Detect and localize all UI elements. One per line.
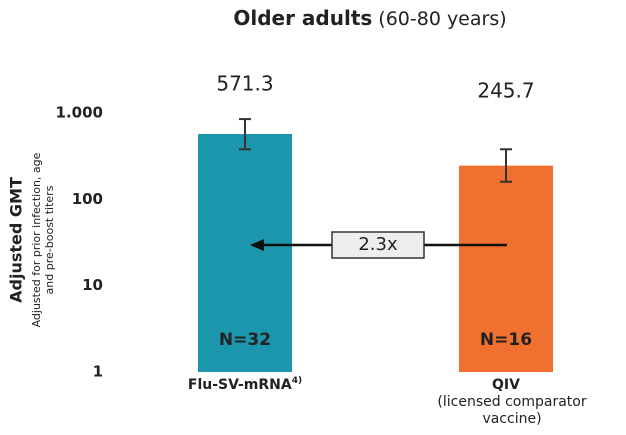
y-tick-label: 1.000 xyxy=(56,104,103,122)
category-name: Flu-SV-mRNA xyxy=(188,377,292,393)
category-sublabel: (licensed comparator vaccine) xyxy=(437,394,587,427)
bar xyxy=(198,133,292,372)
chart-title: Older adults (60-80 years) xyxy=(233,6,506,30)
x-tick-label: Flu-SV-mRNA4) xyxy=(188,376,302,394)
value-label: 571.3 xyxy=(216,72,273,96)
title-sub: (60-80 years) xyxy=(378,8,506,30)
ratio-box xyxy=(331,231,425,259)
y-axis-label: Adjusted GMT xyxy=(7,177,26,303)
y-axis-sublabel: and pre-boost titers xyxy=(43,185,56,294)
ratio-label: 2.3x xyxy=(358,234,398,255)
x-tick-label: QIV xyxy=(492,377,520,393)
n-label: N=32 xyxy=(219,330,271,350)
y-tick-label: 1 xyxy=(93,363,103,381)
category-superscript: 4) xyxy=(292,376,302,386)
bar xyxy=(459,165,553,372)
sublabel-box: (licensed comparator vaccine) xyxy=(437,394,587,427)
y-axis-sublabel: Adjusted for prior infection, age xyxy=(30,152,43,327)
y-tick-label: 100 xyxy=(72,190,103,208)
y-tick-label: 10 xyxy=(82,276,103,294)
n-label: N=16 xyxy=(480,330,532,350)
title-main: Older adults xyxy=(233,6,372,30)
error-bar xyxy=(239,118,251,151)
error-bar xyxy=(500,148,512,183)
value-label: 245.7 xyxy=(477,79,534,103)
arrow-head xyxy=(250,239,264,251)
